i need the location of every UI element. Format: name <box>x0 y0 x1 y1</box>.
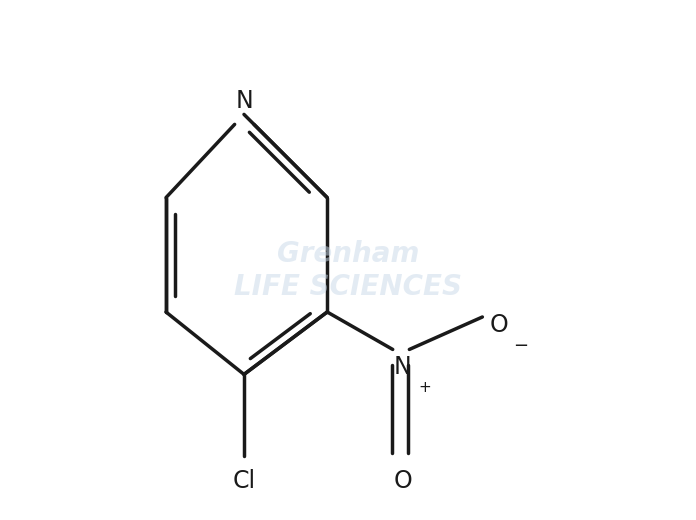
Text: +: + <box>418 380 432 395</box>
Text: N: N <box>394 355 411 379</box>
Text: N: N <box>235 89 253 113</box>
Text: Grenham
LIFE SCIENCES: Grenham LIFE SCIENCES <box>234 240 462 301</box>
Text: Cl: Cl <box>232 469 255 493</box>
Text: O: O <box>489 313 508 337</box>
Text: −: − <box>513 337 528 355</box>
Text: O: O <box>393 469 412 493</box>
